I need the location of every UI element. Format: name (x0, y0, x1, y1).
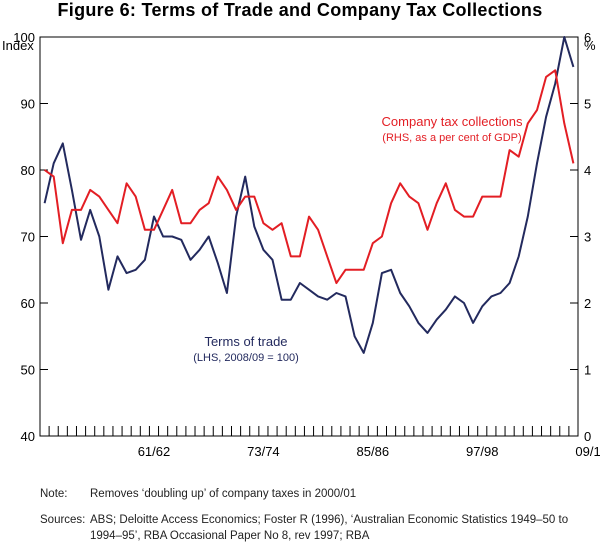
right-tick-label: 5 (584, 97, 591, 112)
left-tick-label: 90 (21, 97, 35, 112)
left-tick-label: 100 (13, 30, 35, 45)
terms-of-trade-line (43, 36, 575, 354)
x-tick-label: 09/10 (575, 444, 600, 459)
right-axis-unit: % (584, 38, 596, 53)
right-axis: 0 1 2 3 4 5 6 (570, 30, 591, 444)
series-layer (43, 36, 575, 354)
tax-annotation-title: Company tax collections (382, 114, 523, 129)
right-tick-label: 0 (584, 429, 591, 444)
left-tick-label: 40 (21, 429, 35, 444)
left-tick-label: 50 (21, 363, 35, 378)
left-axis-unit: Index (2, 38, 34, 53)
x-tick-label: 61/62 (138, 444, 171, 459)
right-tick-label: 2 (584, 296, 591, 311)
left-tick-label: 70 (21, 230, 35, 245)
chart-title: Figure 6: Terms of Trade and Company Tax… (57, 0, 543, 20)
right-tick-label: 1 (584, 363, 591, 378)
tot-annotation-subtitle: (LHS, 2008/09 = 100) (193, 352, 299, 364)
x-tick-label: 73/74 (247, 444, 280, 459)
chart-area: 40 50 60 70 80 90 100 0 1 2 3 4 5 6 61/62 73/74 85/86 9… (13, 30, 600, 459)
note-label: Note: (40, 488, 68, 500)
x-tick-label: 85/86 (357, 444, 390, 459)
sources-label: Sources: (40, 514, 86, 526)
right-tick-label: 3 (584, 230, 591, 245)
left-tick-label: 80 (21, 163, 35, 178)
sources-text: ABS; Deloitte Access Economics; Foster R… (90, 514, 569, 542)
tax-annotation-subtitle: (RHS, as a per cent of GDP) (382, 132, 521, 144)
company-tax-line (44, 69, 575, 285)
left-axis: 40 50 60 70 80 90 100 (13, 30, 48, 444)
plot-frame (39, 36, 579, 437)
tot-annotation-title: Terms of trade (204, 334, 287, 349)
x-tick-label: 97/98 (466, 444, 499, 459)
right-tick-label: 6 (584, 30, 591, 45)
note-text: Removes ‘doubling up’ of company taxes i… (90, 488, 357, 500)
left-tick-label: 60 (21, 296, 35, 311)
right-tick-label: 4 (584, 163, 591, 178)
x-axis: 61/62 73/74 85/86 97/98 09/10 (39, 426, 600, 459)
